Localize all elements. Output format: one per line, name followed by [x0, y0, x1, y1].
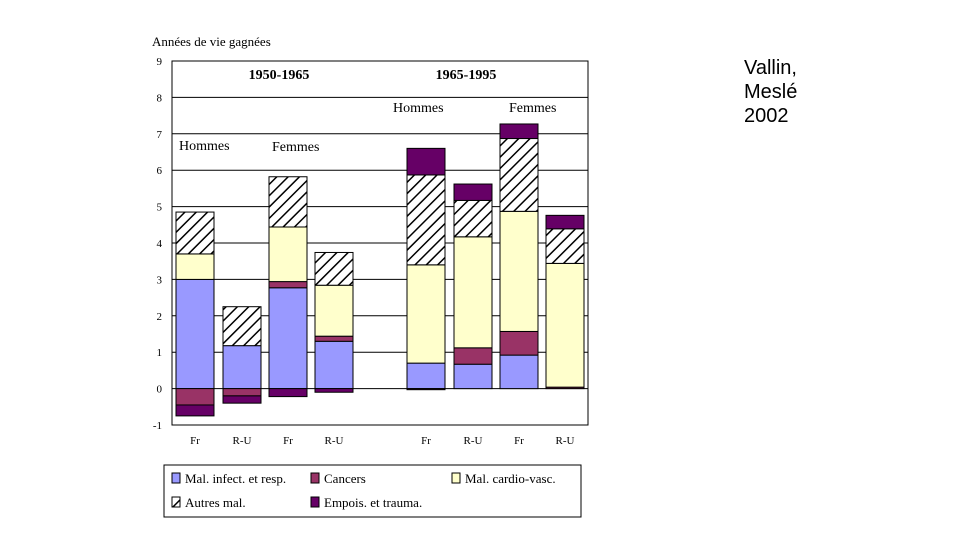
y-tick-label: 7 — [157, 129, 163, 141]
bar-segment-autres — [222, 306, 262, 347]
bar-segment-cancers — [453, 347, 493, 365]
bar-segment-cardio — [453, 236, 493, 349]
bar-segment-cardio — [314, 284, 354, 337]
y-tick-label: 9 — [157, 56, 163, 68]
legend-label-cardio: Mal. cardio-vasc. — [465, 471, 556, 486]
y-tick-label: 0 — [157, 384, 163, 396]
x-tick-label: R-U — [556, 435, 575, 447]
bar-segment-empois — [406, 147, 446, 176]
legend-swatch-infect — [171, 472, 181, 484]
x-tick-label: Fr — [283, 435, 293, 447]
x-tick-label: Fr — [190, 435, 200, 447]
bar-segment-cancers — [222, 388, 262, 397]
bar-segment-autres — [268, 176, 308, 228]
bar-segment-empois — [314, 388, 354, 393]
bar-segment-cancers — [175, 388, 215, 406]
y-tick-label: 5 — [157, 202, 163, 214]
y-tick-label: 3 — [157, 274, 163, 286]
y-tick-label: -1 — [153, 420, 162, 432]
bar-segment-autres — [406, 174, 446, 266]
bars — [175, 123, 585, 417]
y-tick-label: 4 — [157, 238, 163, 250]
bar-segment-infect — [175, 278, 215, 390]
bar-segment-infect — [406, 362, 446, 390]
bar-segment-infect — [314, 340, 354, 390]
bar-segment-cardio — [545, 262, 585, 388]
bar-segment-infect — [453, 363, 493, 390]
bar-segment-cardio — [175, 253, 215, 280]
group-label-hommes-1965: Hommes — [393, 101, 444, 116]
bar-segment-empois — [499, 123, 539, 140]
attribution-line-3: 2002 — [744, 105, 789, 127]
legend: Mal. infect. et resp. Cancers Mal. cardio-… — [163, 464, 582, 518]
bar-segment-infect — [222, 345, 262, 390]
y-tick-label: 6 — [157, 165, 163, 177]
group-label-femmes-1950: Femmes — [272, 140, 319, 155]
bar-segment-autres — [499, 138, 539, 212]
bar-segment-autres — [314, 251, 354, 286]
x-tick-label: R-U — [325, 435, 344, 447]
attribution-line-2: Meslé — [744, 81, 798, 103]
legend-swatch-cardio — [451, 472, 461, 484]
bar-segment-empois — [268, 388, 308, 398]
legend-swatch-autres — [171, 496, 181, 508]
bar-segment-autres — [175, 211, 215, 255]
y-tick-label: 2 — [157, 311, 163, 323]
x-tick-label: Fr — [421, 435, 431, 447]
bar-segment-empois — [545, 214, 585, 230]
legend-box — [163, 464, 582, 518]
legend-label-empois: Empois. et trauma. — [324, 495, 422, 510]
legend-label-infect: Mal. infect. et resp. — [185, 471, 286, 486]
bar-segment-infect — [499, 354, 539, 390]
y-tick-label: 1 — [157, 347, 163, 359]
bar-segment-cancers — [499, 330, 539, 356]
bar-segment-cancers — [406, 388, 446, 391]
bar-segment-cardio — [406, 264, 446, 364]
bar-segment-cancers — [314, 335, 354, 342]
legend-swatch-empois — [310, 496, 320, 508]
bar-segment-cardio — [268, 226, 308, 283]
x-tick-label: R-U — [464, 435, 483, 447]
group-label-hommes-1950: Hommes — [179, 139, 230, 154]
bar-segment-empois — [175, 404, 215, 417]
y-tick-label: 8 — [157, 92, 163, 104]
bar-segment-cardio — [499, 210, 539, 332]
x-tick-label: R-U — [233, 435, 252, 447]
bar-segment-empois — [222, 395, 262, 404]
plot-area-border — [171, 60, 589, 426]
period-label-1950-1965: 1950-1965 — [249, 68, 310, 83]
bar-segment-autres — [453, 199, 493, 238]
legend-label-autres: Autres mal. — [185, 495, 246, 510]
period-label-1965-1995: 1965-1995 — [436, 68, 497, 83]
legend-swatch-cancers — [310, 472, 320, 484]
group-label-femmes-1965: Femmes — [509, 101, 556, 116]
tick-labels: -1 0 1 2 3 4 5 6 7 8 9 Fr R-U Fr R-U Fr R-U Fr R-U — [153, 56, 575, 447]
x-tick-label: Fr — [514, 435, 524, 447]
legend-label-cancers: Cancers — [324, 471, 366, 486]
attribution-line-1: Vallin, — [744, 57, 797, 79]
bar-segment-cancers — [268, 281, 308, 289]
attribution: Vallin, Meslé 2002 — [744, 56, 797, 128]
bar-segment-empois — [453, 183, 493, 201]
bar-segment-autres — [545, 228, 585, 264]
bar-segment-infect — [268, 287, 308, 390]
y-axis-title: Années de vie gagnées — [152, 34, 271, 49]
